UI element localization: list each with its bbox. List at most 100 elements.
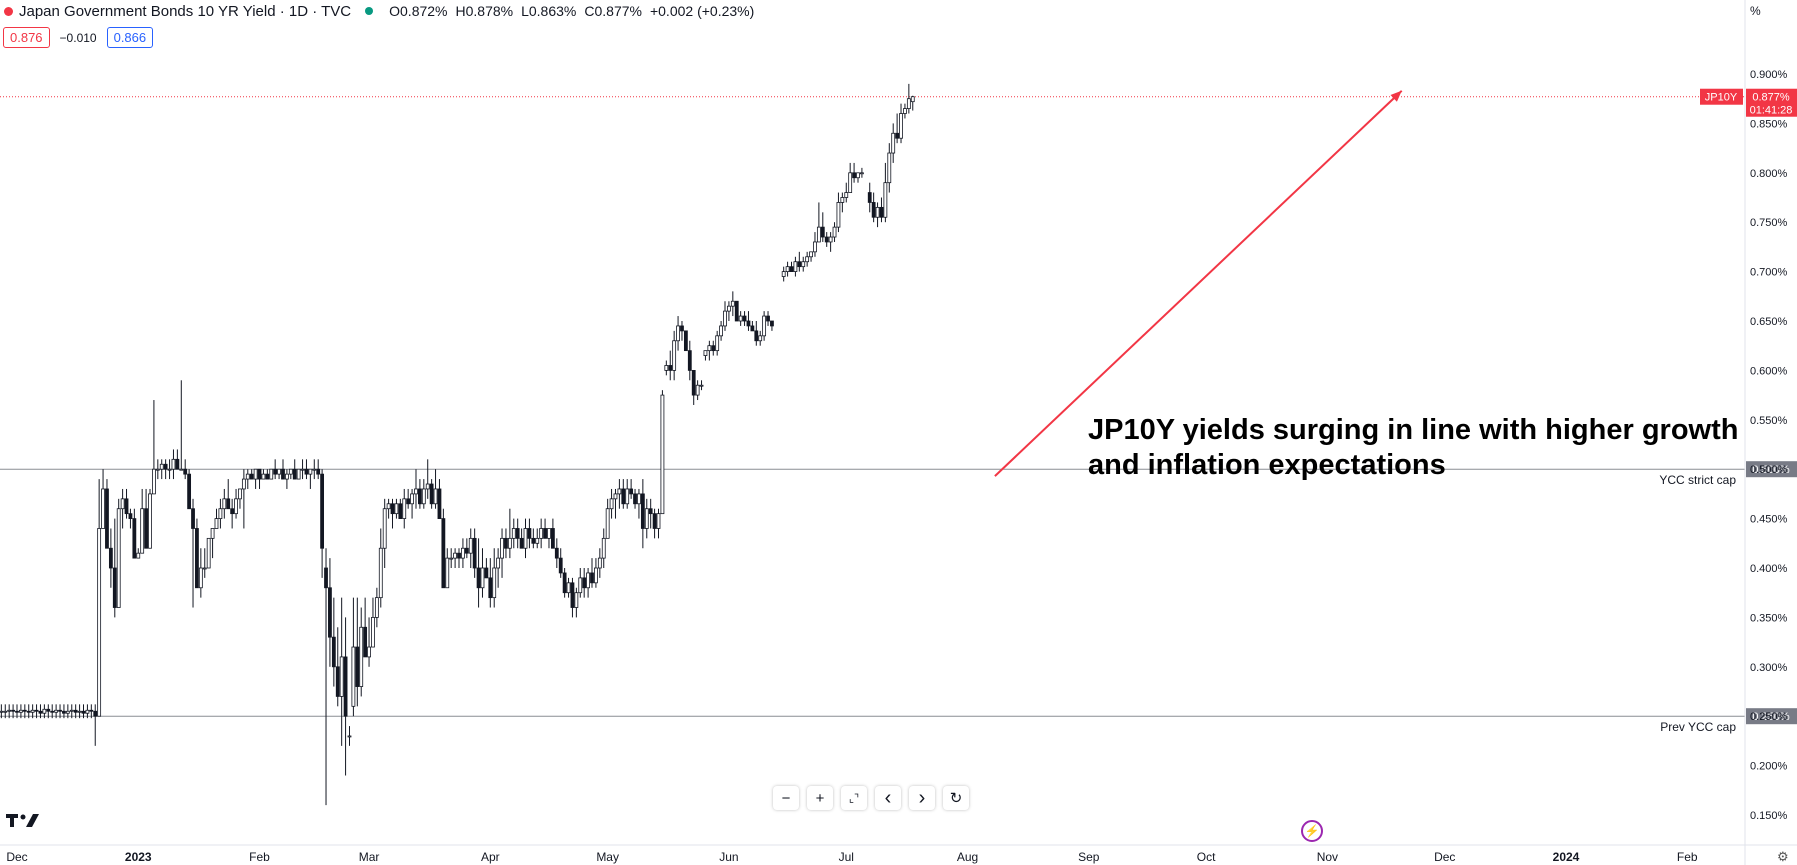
candle-body <box>719 325 723 337</box>
reset-scale-button[interactable]: ⌞⌝ <box>841 786 867 810</box>
ask-price[interactable]: 0.866 <box>106 27 154 48</box>
candle <box>441 508 446 589</box>
candle-body <box>762 315 767 337</box>
candle-body <box>312 468 317 471</box>
candle-body <box>374 597 379 618</box>
candle-body <box>378 547 383 599</box>
candle-body <box>656 513 661 529</box>
candle-body <box>476 567 481 589</box>
candle <box>875 202 880 228</box>
gear-icon[interactable]: ⚙ <box>1777 849 1789 864</box>
candle <box>676 316 680 351</box>
candle <box>26 704 31 719</box>
lightning-icon[interactable]: ⚡ <box>1301 820 1323 842</box>
candle <box>903 103 907 119</box>
candle <box>547 528 551 549</box>
trend-arrow-line <box>994 90 1403 477</box>
candle <box>159 459 164 480</box>
candle-body <box>292 468 297 480</box>
candle <box>249 469 254 480</box>
candle-body <box>175 458 180 470</box>
candle <box>715 330 720 356</box>
candle <box>492 548 497 608</box>
candle <box>597 548 602 578</box>
candle <box>844 182 849 203</box>
candle-body <box>887 152 892 184</box>
candle-body <box>445 557 450 589</box>
candle <box>11 704 15 719</box>
candle <box>910 95 915 111</box>
candle-body <box>828 236 833 243</box>
candle-body <box>277 468 281 475</box>
tradingview-logo-icon-shape <box>6 814 39 827</box>
candle-body <box>324 567 328 589</box>
candle-body <box>257 468 262 480</box>
candle <box>202 548 207 578</box>
candle <box>30 704 35 719</box>
candle-body <box>480 567 485 589</box>
candle-body <box>871 202 876 218</box>
candle <box>711 340 716 356</box>
candle-body <box>770 320 774 327</box>
zoom-in-button[interactable]: + <box>807 786 833 810</box>
candle-body <box>132 518 137 559</box>
reset-chart-button[interactable]: ↻ <box>943 786 969 810</box>
candle <box>504 528 508 559</box>
candle-body <box>335 666 340 697</box>
zoom-out-button[interactable]: − <box>773 786 799 810</box>
candle <box>195 518 199 589</box>
candle-body <box>152 468 156 495</box>
candle-body <box>371 617 375 648</box>
candle-body <box>695 384 700 396</box>
candle-body <box>386 503 391 510</box>
minus-icon: − <box>781 789 791 807</box>
symbol-tag <box>1700 88 1743 105</box>
candle <box>331 597 336 687</box>
price-unit-label[interactable]: % <box>1750 4 1761 18</box>
candle <box>198 548 203 598</box>
candle-body <box>582 577 587 589</box>
candle-body <box>300 468 305 471</box>
candle <box>285 469 289 489</box>
candle <box>809 251 813 262</box>
candle <box>500 528 504 578</box>
candle-body <box>867 192 872 203</box>
candle <box>155 459 160 480</box>
candle-body <box>891 132 896 154</box>
candle <box>613 488 618 519</box>
bid-price[interactable]: 0.876 <box>3 27 50 48</box>
y-tick-label: 0.150% <box>1750 810 1788 822</box>
candle <box>347 726 352 746</box>
candle <box>328 558 332 667</box>
x-tick-label: Apr <box>481 850 500 864</box>
candle <box>449 548 454 568</box>
candle-body <box>218 508 223 520</box>
y-tick-label: 0.450% <box>1750 514 1788 526</box>
candle-body <box>816 226 821 243</box>
candle-body <box>562 572 567 594</box>
tradingview-logo-icon[interactable] <box>6 812 40 833</box>
candle <box>476 538 481 608</box>
candle-body <box>578 577 583 594</box>
candle <box>54 704 59 719</box>
candle-body <box>288 468 293 475</box>
candle <box>562 568 567 598</box>
countdown-label: 01:41:28 <box>1750 105 1793 117</box>
candle <box>464 538 469 559</box>
candle <box>644 498 649 539</box>
candle <box>664 360 669 376</box>
candle-body <box>707 345 712 352</box>
symbol-title[interactable]: Japan Government Bonds 10 YR Yield · 1D … <box>19 2 352 20</box>
candle <box>543 518 547 539</box>
ohlc-high: H0.878% <box>455 3 514 19</box>
candle <box>570 577 575 618</box>
scroll-right-button[interactable]: › <box>909 786 935 810</box>
candle-body <box>601 537 606 559</box>
candle <box>187 469 192 510</box>
candle-body <box>26 710 31 713</box>
scroll-left-button[interactable]: ‹ <box>875 786 901 810</box>
candle-body <box>328 587 332 638</box>
chart-annotation-text[interactable]: JP10Y yields surging in line with higher… <box>1088 414 1739 481</box>
candle-body <box>547 528 551 539</box>
